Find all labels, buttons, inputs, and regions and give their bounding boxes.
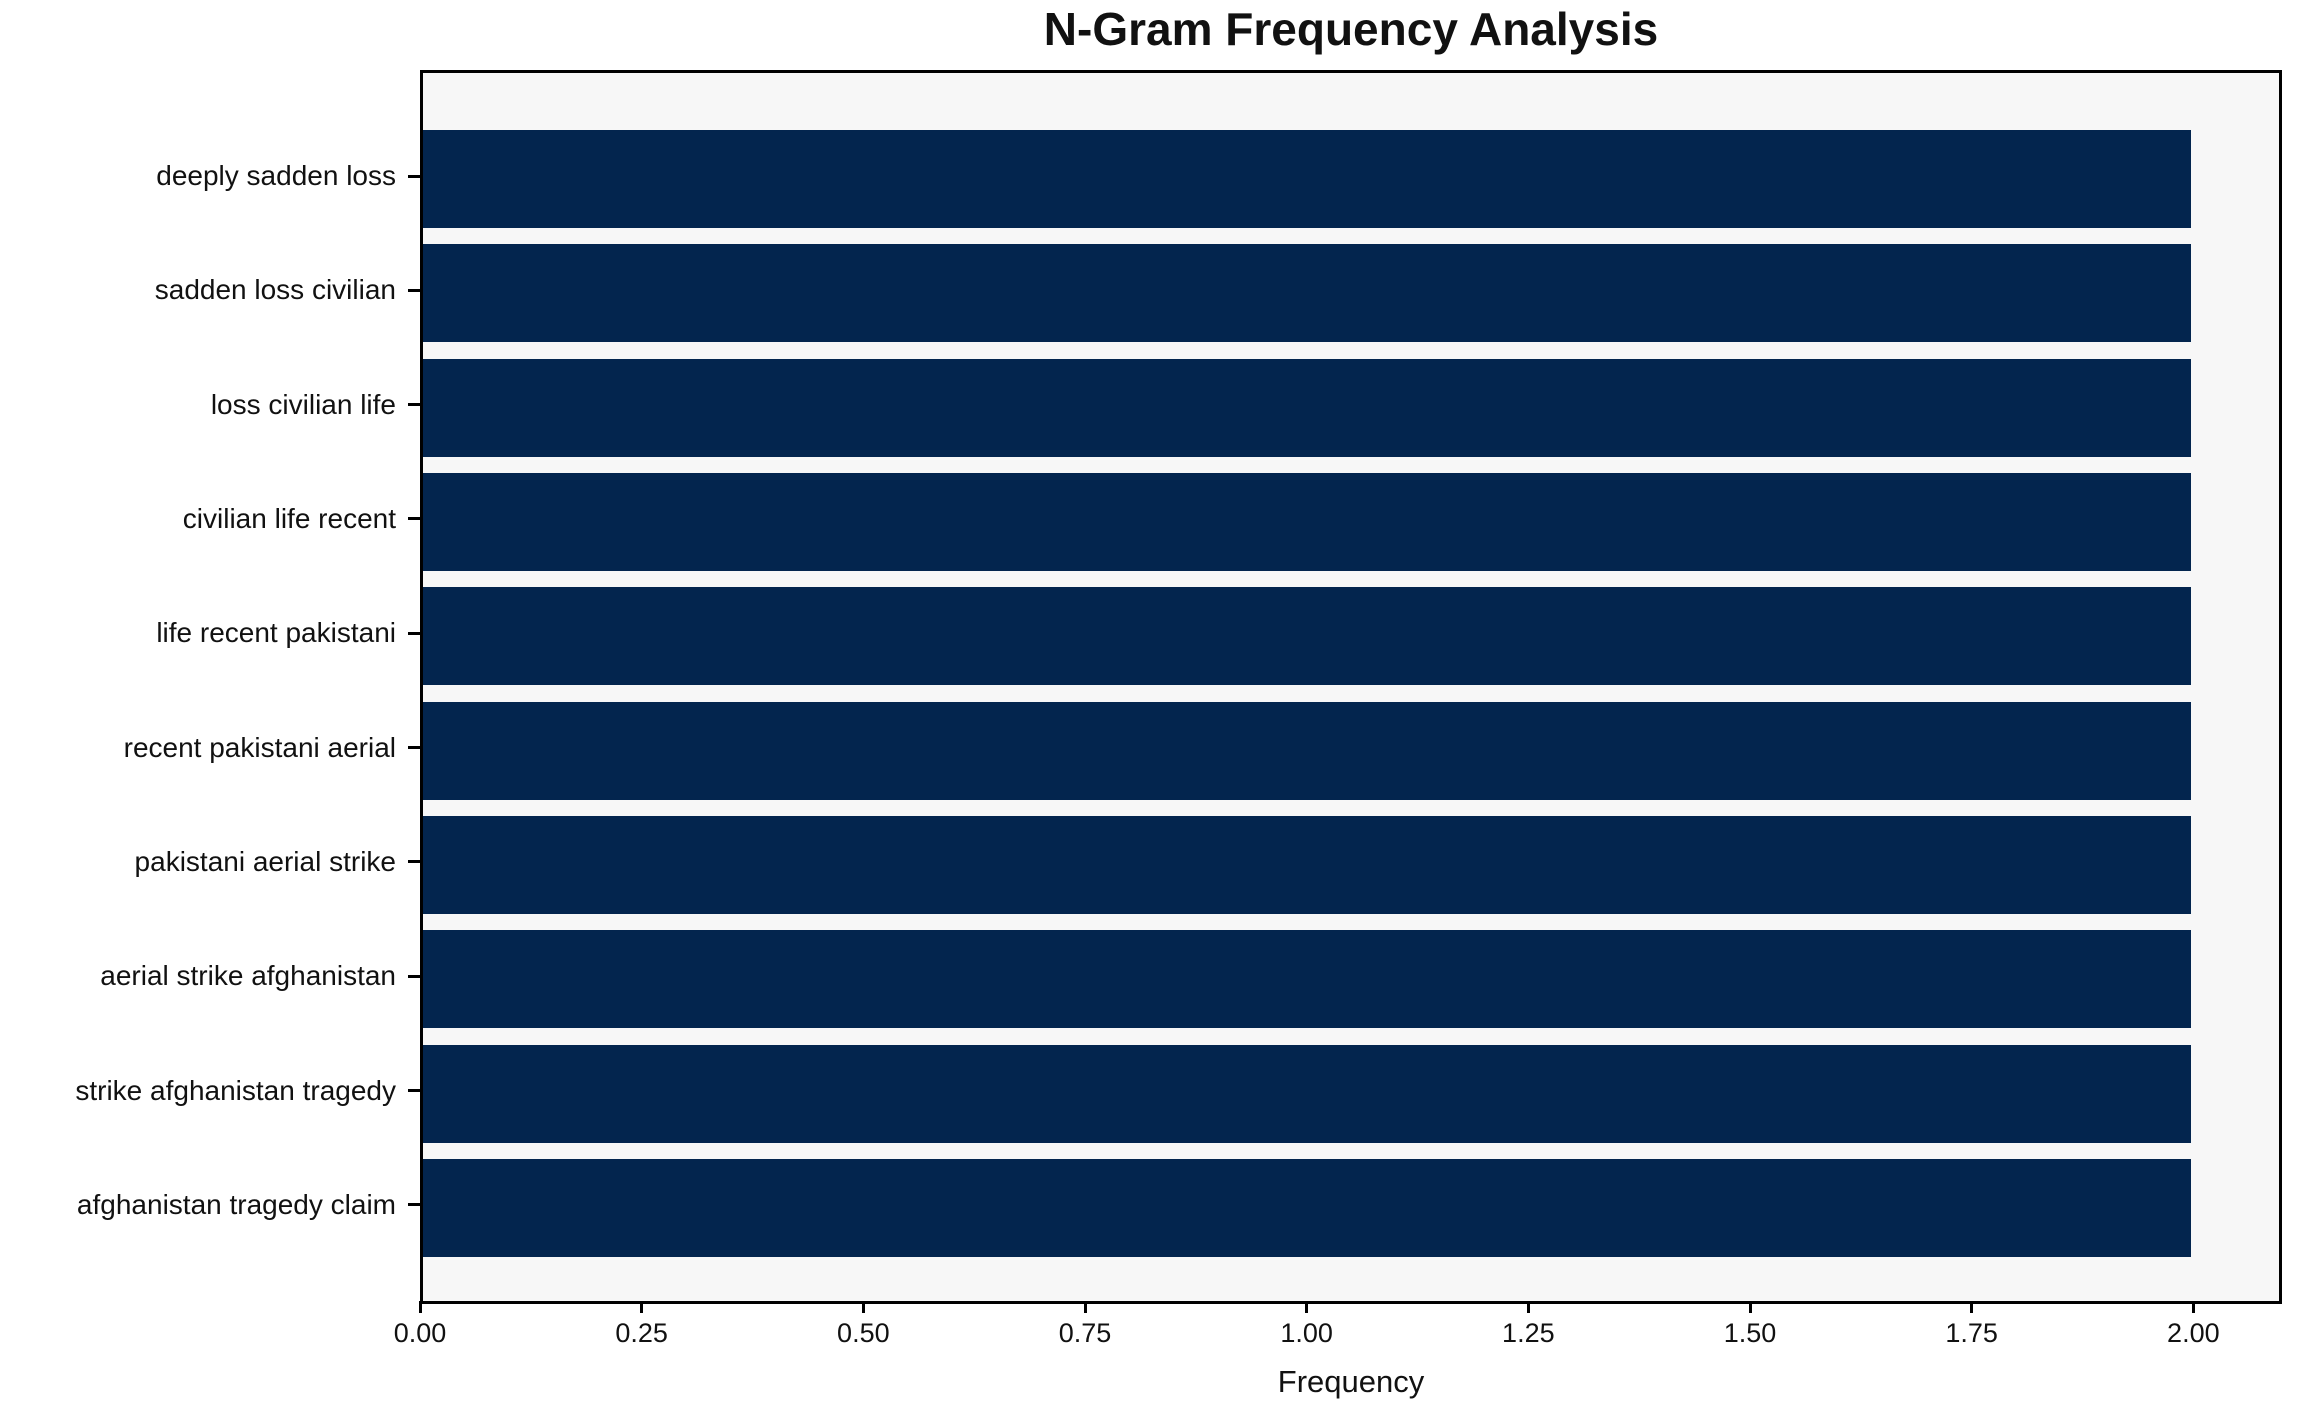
chart-title: N-Gram Frequency Analysis [1043,3,1659,55]
x-tick-mark [1083,1301,1087,1313]
x-tick-label: 1.75 [1945,1318,1998,1348]
x-tick-label: 0.00 [393,1318,447,1348]
x-tick-label: 2.00 [2167,1318,2220,1348]
y-tick-label: loss civilian life [210,388,396,420]
y-tick-mark [408,746,420,750]
x-tick-mark [640,1301,644,1313]
x-tick-mark [418,1301,422,1313]
y-tick-label: aerial strike afghanistan [100,960,396,992]
x-tick-label: 1.50 [1723,1318,1777,1348]
y-tick-label: civilian life recent [182,502,396,534]
x-tick-label: 0.50 [837,1318,890,1348]
y-tick-mark [408,860,420,864]
y-tick-label: recent pakistani aerial [123,731,396,763]
y-tick-mark [408,288,420,292]
x-tick-label: 0.25 [615,1318,668,1348]
bar-pakistani-aerial-strike [423,815,2191,914]
y-tick-label: sadden loss civilian [154,274,396,306]
y-tick-mark [408,974,420,978]
y-tick-mark [408,403,420,407]
y-tick-label: deeply sadden loss [156,160,396,191]
x-tick-mark [2191,1301,2195,1313]
x-tick-mark [1970,1301,1974,1313]
plot-area [420,70,2282,1304]
y-tick-mark [408,631,420,635]
x-tick-mark [1305,1301,1309,1313]
bar-recent-pakistani-aerial [423,701,2191,800]
bar-afghanistan-tragedy-claim [423,1158,2191,1257]
x-tick-mark [1748,1301,1752,1313]
y-tick-label: life recent pakistani [156,617,396,649]
y-tick-mark [408,517,420,521]
x-tick-label: 1.00 [1280,1318,1333,1348]
y-tick-mark [408,1089,420,1093]
y-tick-mark [408,1203,420,1207]
bar-strike-afghanistan-tragedy [423,1044,2191,1143]
bar-life-recent-pakistani [423,587,2191,686]
x-tick-mark [861,1301,865,1313]
bar-loss-civilian-life [423,358,2191,457]
x-tick-mark [1526,1301,1530,1313]
y-tick-label: pakistani aerial strike [134,845,396,877]
bar-civilian-life-recent [423,472,2191,571]
y-tick-mark [408,174,420,178]
x-axis-label: Frequency [1277,1364,1425,1399]
x-tick-label: 0.75 [1058,1318,1112,1348]
x-tick-label: 1.25 [1502,1318,1555,1348]
y-tick-label: afghanistan tragedy claim [76,1188,396,1220]
bar-deeply-sadden-loss [423,130,2191,228]
bar-aerial-strike-afghanistan [423,930,2191,1029]
bar-sadden-loss-civilian [423,244,2191,343]
y-tick-label: strike afghanistan tragedy [75,1074,396,1106]
